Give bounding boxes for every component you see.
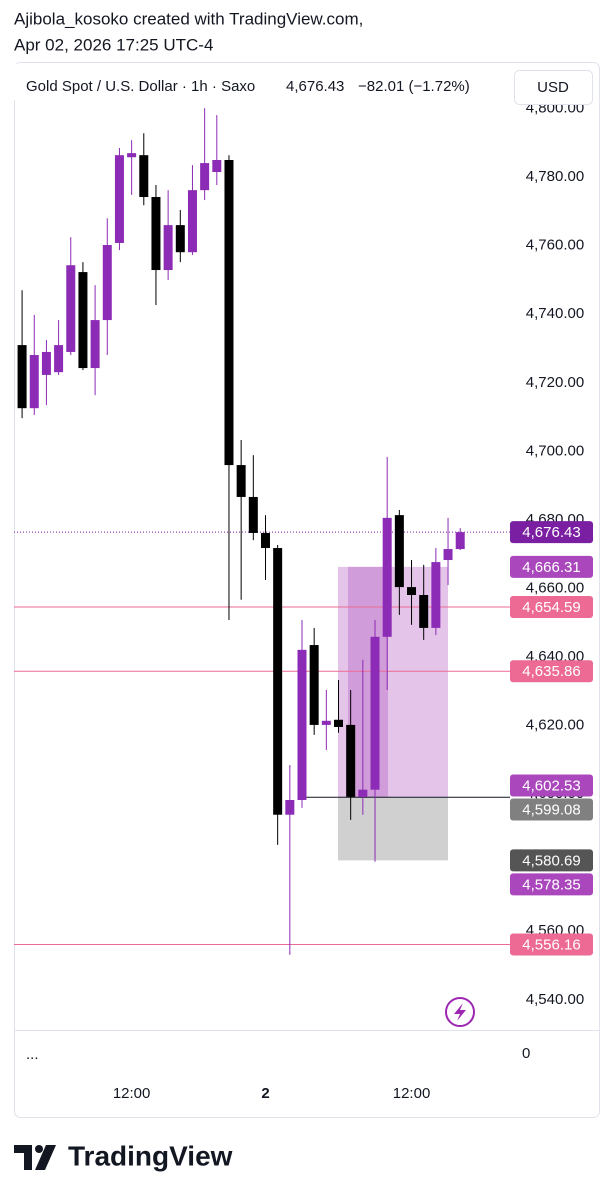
candle-body bbox=[200, 163, 210, 191]
price-tag bbox=[510, 521, 593, 544]
brand-logo bbox=[14, 1145, 56, 1170]
chart-title: Gold Spot / U.S. Dollar · 1h · Saxo bbox=[26, 78, 255, 95]
volume-axis-label: 0 bbox=[522, 1045, 530, 1062]
candle-body bbox=[78, 272, 88, 369]
candle-body bbox=[17, 345, 27, 409]
candle-body bbox=[151, 197, 161, 271]
candle-body bbox=[297, 649, 307, 800]
price-change: −82.01 (−1.72%) bbox=[358, 78, 470, 95]
candle-body bbox=[394, 515, 404, 588]
y-tick-label: 4,720.00 bbox=[526, 374, 584, 391]
candle-body bbox=[260, 532, 270, 549]
candle-body bbox=[139, 155, 149, 198]
candle-body bbox=[187, 190, 197, 253]
chart-card bbox=[14, 62, 600, 1118]
candle-body bbox=[248, 496, 258, 533]
more[interactable]: ... bbox=[26, 1046, 39, 1063]
candle-body bbox=[41, 351, 51, 375]
candle-body bbox=[346, 724, 356, 797]
candle-body bbox=[431, 562, 441, 628]
y-tick-label: 4,700.00 bbox=[526, 442, 584, 459]
price-tag-label: 4,599.08 bbox=[522, 801, 580, 818]
candle-body bbox=[455, 532, 465, 550]
y-tick-label: 4,660.00 bbox=[526, 579, 584, 596]
brand: TradingView bbox=[68, 1140, 233, 1171]
price-tag-label: 4,635.86 bbox=[522, 663, 580, 680]
price-tag bbox=[510, 873, 593, 896]
price-tag bbox=[510, 555, 593, 578]
price-tag-label: 4,556.16 bbox=[522, 936, 580, 953]
position-profit-zone bbox=[338, 566, 448, 798]
attribution: Apr 02, 2026 17:25 UTC-4 bbox=[14, 35, 213, 54]
header-bg bbox=[14, 64, 510, 100]
candle-body bbox=[309, 645, 319, 725]
candle-body bbox=[321, 720, 331, 725]
candle-body bbox=[163, 225, 173, 271]
candle-body bbox=[236, 465, 246, 497]
candle-body bbox=[127, 153, 137, 158]
price-tag-label: 4,578.35 bbox=[522, 876, 580, 893]
y-tick-label: 4,540.00 bbox=[526, 991, 584, 1008]
candle-body bbox=[114, 155, 124, 243]
candle-body bbox=[224, 159, 234, 466]
price-tag-label: 4,580.69 bbox=[522, 852, 580, 869]
x-tick-label: 12:00 bbox=[113, 1085, 151, 1102]
price-tag bbox=[510, 596, 593, 619]
candle-body bbox=[419, 594, 429, 628]
y-tick-label: 4,740.00 bbox=[526, 305, 584, 322]
candle-body bbox=[212, 159, 222, 172]
candle-body bbox=[370, 636, 380, 790]
currency[interactable]: USD bbox=[537, 79, 569, 96]
candle-body bbox=[54, 345, 64, 373]
candle-body bbox=[285, 799, 295, 815]
candle-body bbox=[102, 245, 112, 321]
price-tag bbox=[510, 660, 593, 683]
candle-body bbox=[358, 789, 368, 797]
candle-body bbox=[175, 225, 185, 253]
attribution: Ajibola_kosoko created with TradingView.… bbox=[14, 9, 363, 28]
candle-body bbox=[90, 320, 100, 369]
candle-body bbox=[382, 517, 392, 637]
lightning-icon[interactable] bbox=[445, 997, 475, 1027]
candle-body bbox=[66, 265, 76, 352]
last-price: 4,676.43 bbox=[286, 78, 344, 95]
x-tick-label: 2 bbox=[261, 1085, 269, 1102]
candle-body bbox=[29, 355, 39, 409]
price-tag-label: 4,602.53 bbox=[522, 777, 580, 794]
position-loss-zone bbox=[338, 797, 448, 861]
candle-body bbox=[443, 549, 453, 561]
price-tag-label: 4,666.31 bbox=[522, 559, 580, 576]
y-tick-label: 4,620.00 bbox=[526, 717, 584, 734]
y-tick-label: 4,760.00 bbox=[526, 237, 584, 254]
price-tag-label: 4,676.43 bbox=[522, 524, 580, 541]
candle-body bbox=[273, 548, 283, 815]
price-tag bbox=[510, 798, 593, 821]
plot-area bbox=[14, 108, 510, 955]
y-tick-label: 4,780.00 bbox=[526, 168, 584, 185]
candle-body bbox=[334, 719, 344, 727]
price-tag-label: 4,654.59 bbox=[522, 599, 580, 616]
time-axis: 12:00 2 12:00 bbox=[113, 1085, 430, 1102]
candle-body bbox=[407, 587, 417, 595]
x-tick-label: 12:00 bbox=[393, 1085, 431, 1102]
price-tag bbox=[510, 849, 593, 872]
price-tag bbox=[510, 933, 593, 956]
currency-button[interactable] bbox=[514, 70, 593, 105]
price-tag bbox=[510, 774, 593, 797]
